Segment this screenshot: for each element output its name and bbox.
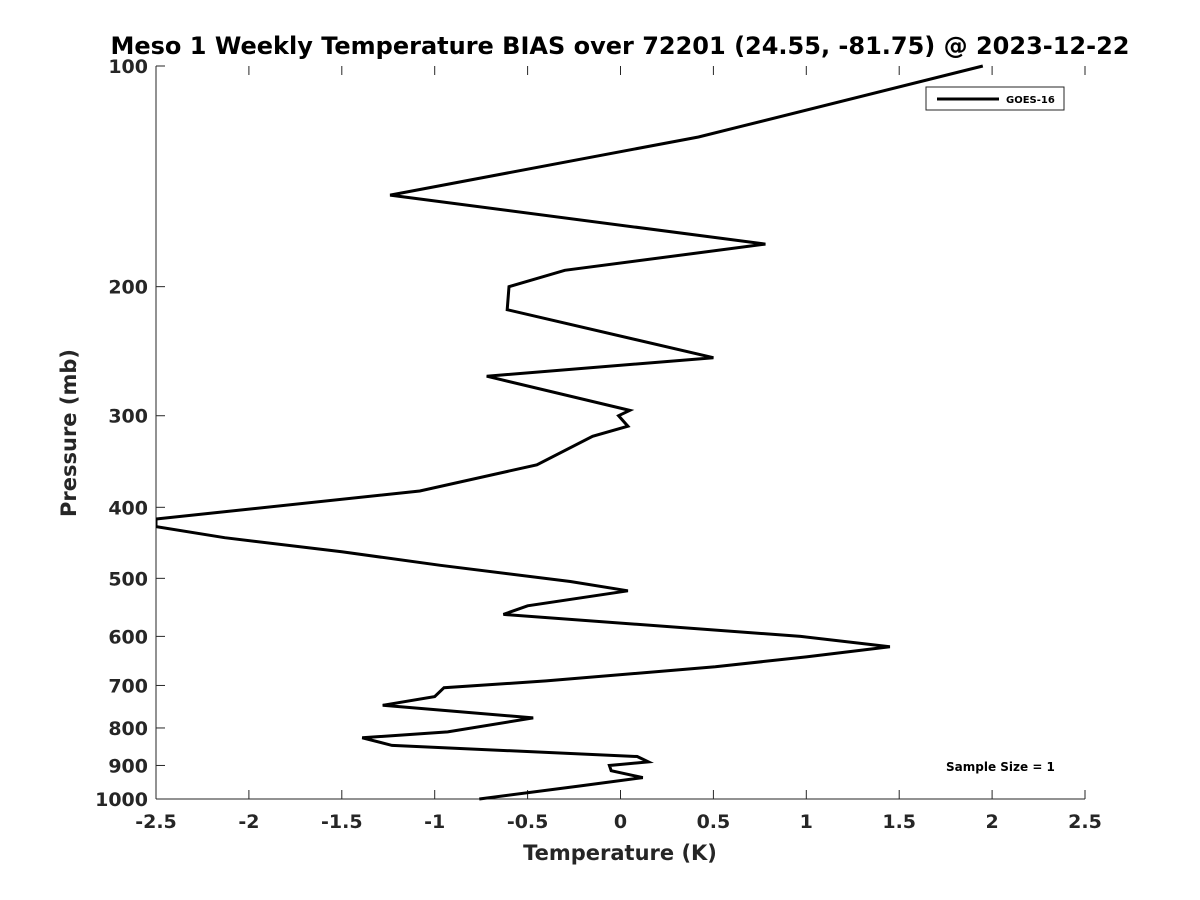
x-tick-label: 1.5: [882, 811, 916, 833]
plot-area: [156, 66, 1085, 799]
x-tick-label: 0.5: [697, 811, 731, 833]
x-axis-label: Temperature (K): [523, 841, 717, 865]
x-axis-ticks: -2.5 -2 -1.5 -1 -0.5 0 0.5 1 1.5 2 2.5: [135, 66, 1102, 833]
y-axis-label: Pressure (mb): [57, 349, 81, 517]
y-tick-label: 200: [108, 277, 148, 299]
x-tick-label: -0.5: [507, 811, 549, 833]
x-tick-label: -1: [424, 811, 445, 833]
x-tick-label: -2.5: [135, 811, 177, 833]
y-tick-label: 300: [108, 406, 148, 428]
x-tick-label: 2.5: [1068, 811, 1102, 833]
y-axis-ticks: 100 200 300 400 500 600 700 800 900 1000: [95, 56, 165, 811]
legend-label-goes-16: GOES-16: [1006, 95, 1055, 106]
sample-size-annotation: Sample Size = 1: [946, 760, 1055, 774]
legend: GOES-16: [925, 86, 1065, 111]
y-tick-label: 800: [108, 718, 148, 740]
x-tick-label: 0: [614, 811, 627, 833]
x-tick-label: 1: [800, 811, 813, 833]
x-tick-label: -1.5: [321, 811, 363, 833]
y-tick-label: 1000: [95, 789, 148, 811]
chart-title: Meso 1 Weekly Temperature BIAS over 7220…: [110, 32, 1129, 60]
y-tick-label: 100: [108, 56, 148, 78]
x-tick-label: -2: [238, 811, 259, 833]
y-tick-label: 900: [108, 755, 148, 777]
y-tick-label: 700: [108, 675, 148, 697]
x-tick-label: 2: [985, 811, 998, 833]
y-tick-label: 400: [108, 497, 148, 519]
y-tick-label: 500: [108, 568, 148, 590]
series-line-goes-16: [156, 64, 984, 801]
y-tick-label: 600: [108, 626, 148, 648]
series-layer: [156, 64, 984, 801]
